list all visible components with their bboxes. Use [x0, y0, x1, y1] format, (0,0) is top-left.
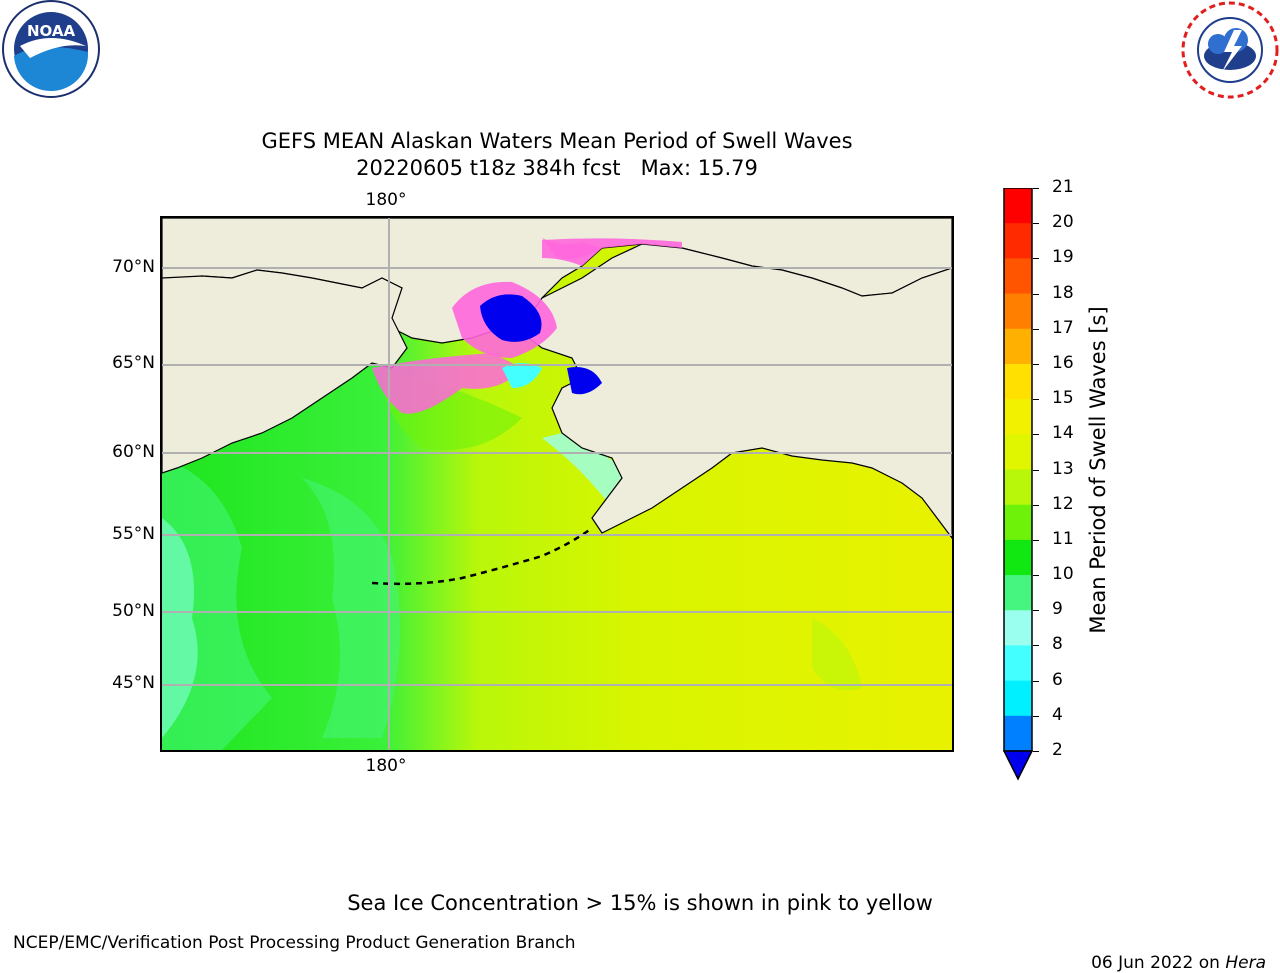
- colorbar-tick-mark: [1033, 469, 1039, 471]
- colorbar-svg: [1002, 187, 1034, 781]
- colorbar-tick-label: 21: [1052, 177, 1074, 197]
- colorbar-tick-mark: [1033, 399, 1039, 401]
- colorbar-tick-label: 10: [1052, 564, 1074, 585]
- sea-ice-bristol: [502, 363, 542, 388]
- swell-patch-west-2: [162, 458, 272, 750]
- colorbar-tick-mark: [1033, 223, 1039, 225]
- lat-label-65n: 65°N: [112, 353, 155, 373]
- land-chukotka: [162, 269, 408, 474]
- colorbar-tick-label: 17: [1052, 317, 1074, 338]
- colorbar-tick-mark: [1033, 680, 1039, 682]
- colorbar-ticks: 21 20 19 18 17 16 15 14 13 12 11 10 9 8 6 4 2: [1033, 0, 1090, 800]
- colorbar-tick-label: 12: [1052, 493, 1074, 514]
- colorbar-under-arrow: [1002, 750, 1034, 781]
- colorbar-bin: [1004, 645, 1032, 682]
- sea-ice-note: Sea Ice Concentration > 15% is shown in …: [347, 891, 933, 915]
- footer-host: Hera: [1225, 953, 1266, 973]
- sea-ice-bering: [372, 353, 522, 414]
- colorbar-label: Mean Period of Swell Waves [s]: [1086, 306, 1110, 634]
- colorbar-tick-label: 9: [1052, 599, 1063, 620]
- colorbar-tick-mark: [1033, 188, 1039, 189]
- sea-ice-chukchi-core: [480, 294, 542, 342]
- colorbar-tick-mark: [1033, 575, 1039, 577]
- colorbar-bin: [1004, 363, 1032, 400]
- colorbar-tick-mark: [1033, 293, 1039, 295]
- colorbar-tick-mark: [1033, 363, 1039, 365]
- colorbar-bin: [1004, 504, 1032, 541]
- colorbar-tick-label: 6: [1052, 669, 1063, 690]
- map-svg: [162, 218, 952, 750]
- colorbar-tick-mark: [1033, 645, 1039, 647]
- chart-subtitle: 20220605 t18z 384h fcst Max: 15.79: [356, 156, 758, 180]
- colorbar-tick-mark: [1033, 328, 1039, 330]
- colorbar-bin: [1004, 328, 1032, 365]
- swell-patch-east: [812, 618, 862, 691]
- lat-label-55n: 55°N: [112, 524, 155, 544]
- colorbar-tick-label: 11: [1052, 528, 1074, 549]
- noaa-logo: NOAA: [0, 0, 104, 100]
- colorbar-bin: [1004, 434, 1032, 470]
- swell-patch-mid: [302, 478, 400, 738]
- colorbar-bin: [1004, 258, 1032, 295]
- colorbar-tick-label: 15: [1052, 388, 1074, 409]
- colorbar-bin: [1004, 469, 1032, 506]
- land-alaska: [521, 243, 952, 539]
- colorbar-tick-mark: [1033, 258, 1039, 260]
- nws-logo: [1178, 0, 1280, 100]
- sea-ice-norton: [567, 367, 602, 395]
- colorbar-tick-label: 20: [1052, 212, 1074, 233]
- lat-label-45n: 45°N: [112, 673, 155, 693]
- colorbar-tick-mark: [1033, 434, 1039, 436]
- colorbar-bin: [1004, 399, 1032, 435]
- footer-date: 06 Jun 2022 on: [1091, 953, 1226, 973]
- swell-patch-bristol: [542, 433, 632, 508]
- colorbar-bin: [1004, 680, 1032, 717]
- colorbar-tick-mark: [1033, 504, 1039, 506]
- svg-text:NOAA: NOAA: [27, 22, 76, 40]
- colorbar-tick-mark: [1033, 539, 1039, 541]
- lon-label-top: 180°: [365, 190, 407, 210]
- colorbar: [1002, 187, 1034, 787]
- colorbar-bin: [1004, 293, 1032, 330]
- colorbar-tick-label: 4: [1052, 704, 1063, 725]
- colorbar-tick-label: 13: [1052, 458, 1074, 479]
- colorbar-tick-label: 14: [1052, 423, 1074, 444]
- chart-title: GEFS MEAN Alaskan Waters Mean Period of …: [261, 129, 853, 153]
- colorbar-tick-label: 19: [1052, 247, 1074, 268]
- footer-left: NCEP/EMC/Verification Post Processing Pr…: [13, 933, 576, 953]
- sea-ice-wrangel: [542, 238, 602, 260]
- colorbar-tick-mark: [1033, 751, 1039, 752]
- graticule: [162, 218, 952, 750]
- aleutian-chain: [371, 526, 593, 586]
- colorbar-tick-mark: [1033, 715, 1039, 717]
- colorbar-tick-label: 2: [1052, 740, 1063, 760]
- map-panel: [160, 216, 954, 752]
- colorbar-tick-label: 18: [1052, 282, 1074, 303]
- colorbar-bin: [1004, 223, 1032, 259]
- colorbar-bin: [1004, 188, 1032, 224]
- colorbar-bin: [1004, 575, 1032, 611]
- colorbar-bin: [1004, 539, 1032, 576]
- footer-right: 06 Jun 2022 on Hera: [1080, 933, 1266, 973]
- colorbar-tick-mark: [1033, 610, 1039, 612]
- lat-label-70n: 70°N: [112, 257, 155, 277]
- lon-label-bottom: 180°: [365, 756, 407, 776]
- colorbar-tick-label: 16: [1052, 352, 1074, 373]
- lat-label-50n: 50°N: [112, 601, 155, 621]
- colorbar-bin: [1004, 715, 1032, 752]
- colorbar-tick-label: 8: [1052, 634, 1063, 655]
- colorbar-bin: [1004, 610, 1032, 646]
- lat-label-60n: 60°N: [112, 442, 155, 462]
